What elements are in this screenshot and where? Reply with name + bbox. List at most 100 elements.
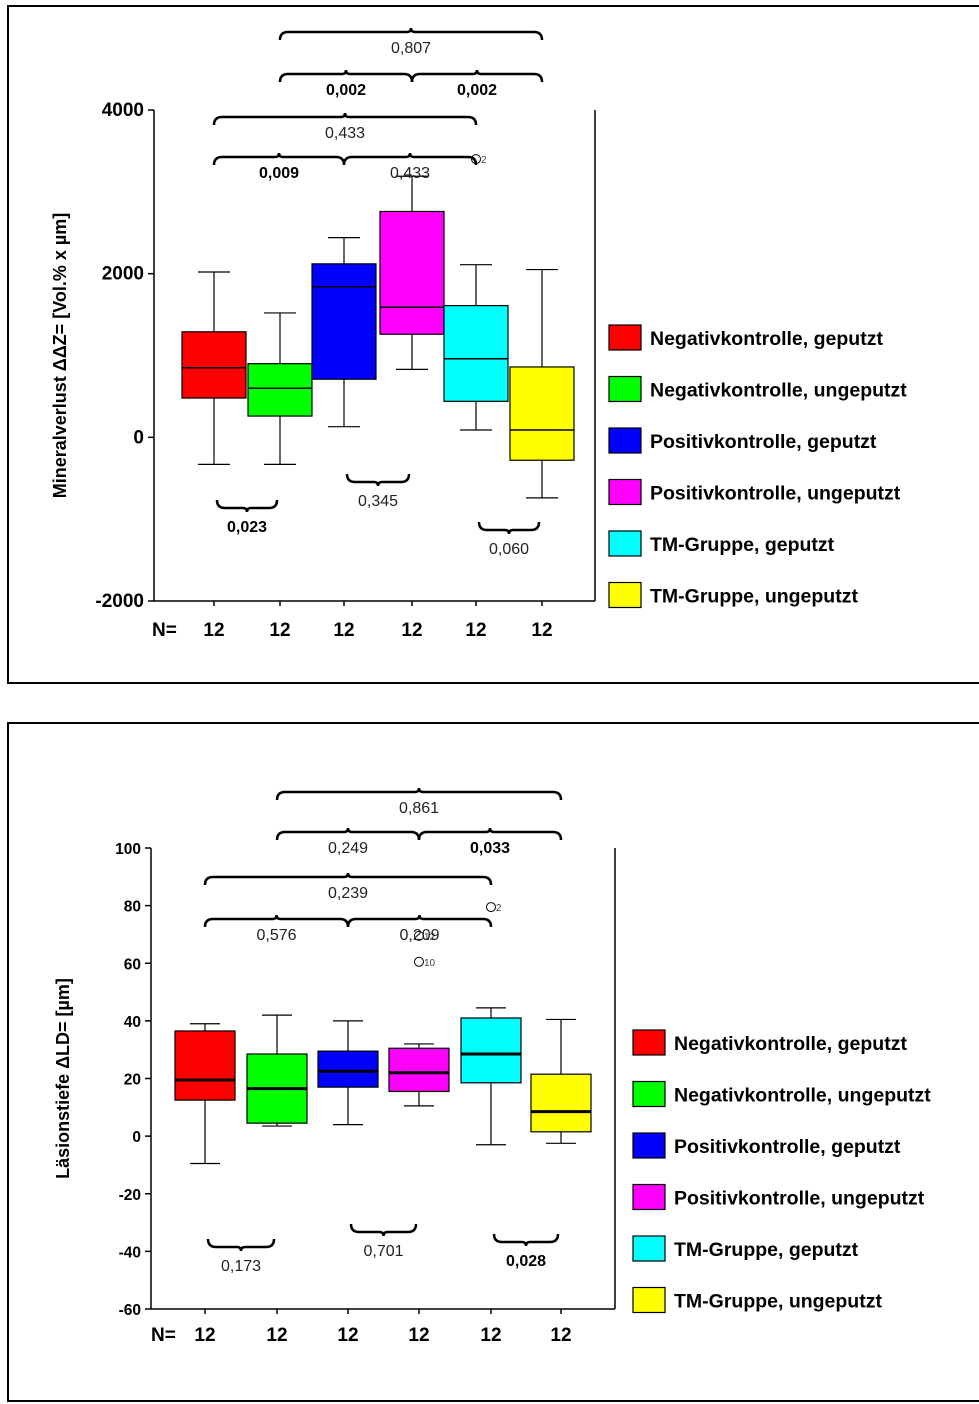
box-iqr bbox=[530, 1073, 592, 1133]
significance-bracket-above bbox=[203, 914, 350, 928]
p-value-label: 0,023 bbox=[227, 519, 267, 536]
significance-bracket-below bbox=[215, 499, 279, 513]
box-iqr bbox=[379, 210, 445, 335]
legend-swatch bbox=[632, 1235, 666, 1262]
legend-swatch bbox=[608, 427, 642, 454]
legend-swatch bbox=[608, 375, 642, 403]
y-tick-label: -20 bbox=[119, 1187, 141, 1204]
n-count-label: 12 bbox=[333, 620, 354, 641]
y-tick-label: -60 bbox=[119, 1302, 141, 1319]
n-label: N= bbox=[152, 620, 177, 641]
legend-entry-label: TM-Gruppe, geputzt bbox=[650, 534, 835, 556]
legend-entry-label: TM-Gruppe, ungeputzt bbox=[650, 586, 858, 608]
n-count-label: 12 bbox=[269, 620, 290, 641]
box-iqr bbox=[509, 366, 575, 461]
significance-bracket-below bbox=[206, 1238, 276, 1252]
significance-bracket-below bbox=[349, 1223, 418, 1237]
significance-bracket-above bbox=[275, 787, 563, 801]
y-tick-label: 4000 bbox=[102, 100, 144, 121]
significance-bracket-above bbox=[346, 914, 493, 928]
legend-entry-label: Positivkontrolle, ungeputzt bbox=[674, 1188, 925, 1210]
p-value-label: 0,701 bbox=[363, 1243, 403, 1260]
p-value-label: 0,173 bbox=[221, 1258, 261, 1275]
significance-bracket-above bbox=[203, 872, 493, 886]
n-count-label: 12 bbox=[550, 1325, 571, 1346]
y-tick-label: 0 bbox=[133, 427, 144, 448]
box-group bbox=[509, 268, 575, 499]
significance-bracket-above bbox=[410, 69, 544, 83]
box-group bbox=[530, 1018, 592, 1144]
legend-swatch bbox=[608, 581, 642, 609]
y-tick-label: 0 bbox=[132, 1129, 141, 1146]
significance-bracket-above bbox=[417, 827, 563, 841]
n-count-label: 12 bbox=[337, 1325, 358, 1346]
p-value-label: 0,433 bbox=[390, 165, 430, 182]
box-group bbox=[460, 1007, 522, 1146]
significance-bracket-below bbox=[345, 473, 411, 487]
legend-entry-label: Positivkontrolle, geputzt bbox=[674, 1136, 901, 1158]
outlier-label: 10 bbox=[424, 958, 436, 969]
p-value-label: 0,209 bbox=[399, 927, 439, 944]
p-value-label: 0,345 bbox=[358, 493, 398, 510]
n-count-label: 12 bbox=[465, 620, 486, 641]
outlier-label: 2 bbox=[481, 155, 487, 166]
significance-bracket-above bbox=[342, 152, 478, 166]
box-group bbox=[174, 1023, 236, 1165]
y-tick-label: 20 bbox=[124, 1072, 141, 1089]
significance-bracket-below bbox=[477, 521, 541, 535]
p-value-label: 0,807 bbox=[391, 40, 431, 57]
legend-swatch bbox=[632, 1080, 666, 1108]
n-count-label: 12 bbox=[401, 620, 422, 641]
significance-bracket-above bbox=[212, 112, 478, 126]
box-group bbox=[181, 271, 247, 465]
y-tick-label: -40 bbox=[119, 1244, 141, 1261]
legend-entry-label: Negativkontrolle, geputzt bbox=[650, 328, 883, 350]
p-value-label: 0,861 bbox=[399, 800, 439, 817]
n-count-label: 12 bbox=[408, 1325, 429, 1346]
legend-swatch bbox=[632, 1029, 666, 1056]
box-iqr bbox=[181, 331, 247, 399]
y-tick-label: 100 bbox=[115, 841, 141, 858]
significance-bracket-above bbox=[278, 27, 544, 41]
p-value-label: 0,002 bbox=[326, 82, 366, 99]
y-tick-label: 2000 bbox=[102, 264, 144, 285]
legend-swatch bbox=[608, 530, 642, 557]
legend-entry-label: Negativkontrolle, ungeputzt bbox=[674, 1085, 931, 1107]
chart-panel-mineral-loss: Mineralverlust ΔΔZ= [Vol.% x µm] 4000 2000… bbox=[7, 5, 979, 684]
y-tick-label: -2000 bbox=[95, 591, 144, 612]
legend-entry-label: Positivkontrolle, geputzt bbox=[650, 431, 877, 453]
box-group bbox=[246, 1014, 308, 1127]
y-tick-label: 80 bbox=[124, 899, 141, 916]
box-iqr bbox=[174, 1030, 236, 1101]
box-iqr bbox=[443, 304, 509, 402]
legend-entry-label: TM-Gruppe, ungeputzt bbox=[674, 1291, 882, 1313]
legend-swatch bbox=[632, 1132, 666, 1159]
box-group bbox=[443, 264, 509, 431]
legend-entry-label: Negativkontrolle, geputzt bbox=[674, 1033, 907, 1055]
significance-bracket-above bbox=[275, 827, 421, 841]
outlier-marker bbox=[414, 930, 424, 941]
boxplot-mineral-loss: Mineralverlust ΔΔZ= [Vol.% x µm] 4000 2000… bbox=[50, 27, 907, 641]
box-iqr bbox=[317, 1050, 379, 1088]
p-value-label: 0,060 bbox=[489, 541, 529, 558]
p-value-label: 0,433 bbox=[325, 125, 365, 142]
p-value-label: 0,249 bbox=[328, 840, 368, 857]
n-count-label: 12 bbox=[266, 1325, 287, 1346]
p-value-label: 0,239 bbox=[328, 885, 368, 902]
box-group bbox=[379, 175, 445, 371]
box-group bbox=[311, 237, 377, 428]
box-group bbox=[317, 1020, 379, 1126]
outlier-marker bbox=[486, 902, 496, 913]
box-iqr bbox=[460, 1017, 522, 1084]
n-label: N= bbox=[151, 1325, 176, 1346]
outlier-label: 2 bbox=[496, 903, 502, 914]
significance-bracket-below bbox=[492, 1233, 560, 1247]
legend-swatch bbox=[632, 1286, 666, 1314]
box-iqr bbox=[388, 1047, 450, 1093]
n-count-label: 12 bbox=[194, 1325, 215, 1346]
box-iqr bbox=[247, 363, 313, 417]
outlier-label: 12 bbox=[424, 932, 436, 943]
significance-bracket-above bbox=[212, 152, 346, 166]
box-group bbox=[388, 1043, 450, 1107]
legend-swatch bbox=[608, 478, 642, 506]
